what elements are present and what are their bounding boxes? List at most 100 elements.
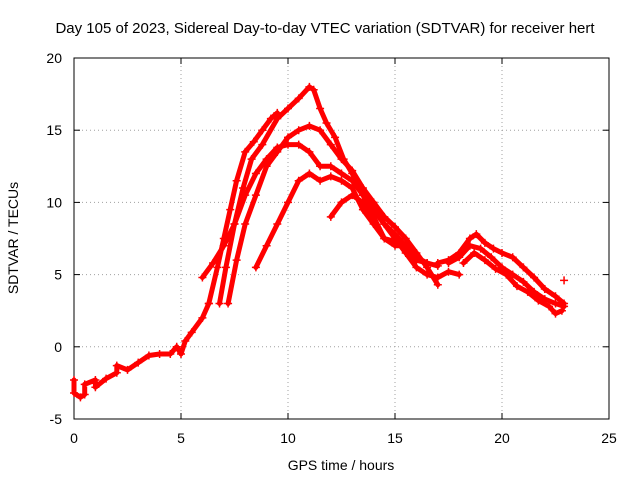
data-point — [91, 383, 100, 392]
data-point — [144, 351, 153, 360]
series-trace — [217, 84, 441, 306]
data-point — [512, 282, 521, 291]
data-point — [91, 376, 100, 385]
data-point — [476, 244, 485, 253]
y-axis-label: SDTVAR / TECUs — [5, 182, 21, 294]
data-point — [337, 169, 346, 178]
data-point — [316, 126, 325, 135]
data-point — [465, 234, 474, 243]
x-tick-label: 15 — [387, 430, 403, 446]
data-point — [551, 309, 560, 318]
data-point — [489, 244, 498, 253]
data-point — [337, 198, 346, 207]
data-point — [433, 259, 442, 268]
chart-title: Day 105 of 2023, Sidereal Day-to-day VTE… — [55, 20, 595, 37]
data-point — [305, 82, 314, 91]
series-pass-3 — [224, 121, 442, 308]
y-tick-label: 0 — [54, 339, 62, 355]
data-point — [241, 220, 250, 229]
data-point — [498, 248, 506, 257]
data-point — [232, 176, 241, 185]
data-point — [309, 85, 318, 94]
data-point — [187, 328, 196, 337]
data-point — [560, 276, 569, 285]
data-point — [401, 241, 410, 250]
data-point — [273, 114, 282, 123]
data-point — [294, 126, 303, 135]
data-point — [557, 306, 566, 315]
series-afternoon-b — [444, 241, 569, 311]
data-point — [433, 273, 442, 282]
data-series — [70, 82, 569, 402]
grid-lines — [74, 58, 609, 419]
data-point — [251, 169, 260, 178]
data-point — [112, 361, 121, 370]
series-trace — [461, 250, 565, 317]
data-point — [134, 358, 143, 367]
series-pass-5 — [251, 169, 432, 272]
data-point — [305, 169, 314, 178]
data-point — [213, 263, 222, 272]
data-point — [326, 212, 335, 221]
data-point — [455, 270, 464, 279]
data-point — [519, 277, 528, 286]
data-point — [530, 273, 539, 282]
data-point — [166, 350, 175, 359]
data-point — [181, 337, 190, 346]
y-tick-label: -5 — [50, 411, 63, 427]
data-point — [472, 230, 481, 239]
x-tick-label: 0 — [70, 430, 78, 446]
data-point — [444, 259, 453, 268]
y-tick-label: 5 — [54, 267, 62, 283]
data-point — [337, 176, 346, 185]
data-point — [380, 234, 389, 243]
y-tick-label: 15 — [46, 122, 62, 138]
data-point — [273, 143, 282, 152]
data-point — [249, 137, 258, 146]
data-point — [273, 220, 282, 229]
data-point — [172, 342, 181, 351]
data-point — [230, 220, 239, 229]
series-trace — [71, 301, 212, 400]
data-point — [316, 162, 325, 171]
data-point — [284, 133, 292, 142]
data-point — [391, 222, 399, 231]
x-axis-label: GPS time / hours — [288, 457, 395, 473]
data-point — [102, 374, 111, 383]
data-point — [284, 104, 292, 113]
data-point — [465, 241, 474, 250]
data-point — [177, 350, 185, 359]
data-point — [322, 118, 331, 127]
data-point — [491, 264, 500, 273]
data-point — [262, 155, 271, 164]
data-point — [155, 350, 164, 359]
data-point — [331, 133, 340, 142]
data-point — [523, 287, 532, 296]
series-pass-6 — [326, 191, 410, 250]
data-point — [337, 155, 346, 164]
data-point — [294, 94, 303, 103]
data-point — [412, 263, 421, 272]
data-point — [316, 176, 325, 185]
data-point — [391, 237, 399, 246]
data-point — [326, 172, 335, 181]
data-point — [358, 198, 367, 207]
plot-frame — [73, 57, 610, 420]
data-point — [284, 198, 292, 207]
data-point — [551, 292, 560, 301]
data-point — [251, 191, 260, 200]
data-point — [401, 234, 410, 243]
data-point — [226, 205, 235, 214]
data-point — [348, 183, 357, 192]
data-point — [305, 121, 314, 130]
data-point — [480, 238, 489, 247]
data-point — [502, 270, 511, 279]
data-point — [358, 191, 367, 200]
data-point — [251, 263, 260, 272]
data-point — [258, 126, 267, 135]
data-point — [198, 273, 207, 282]
data-point — [348, 191, 357, 200]
data-point — [480, 256, 489, 265]
data-point — [326, 140, 335, 149]
